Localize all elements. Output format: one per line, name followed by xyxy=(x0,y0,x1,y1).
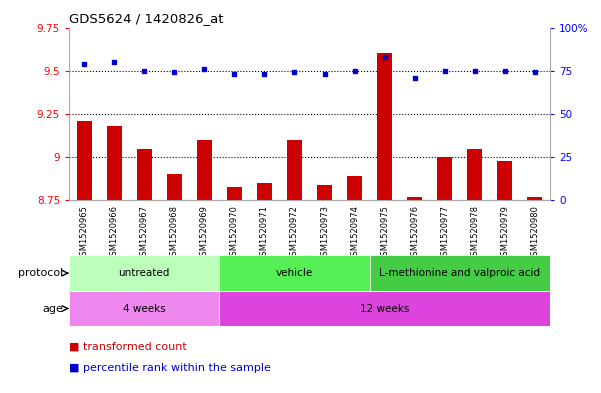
Text: protocol: protocol xyxy=(18,268,63,278)
Bar xyxy=(498,161,513,200)
Text: GSM1520975: GSM1520975 xyxy=(380,205,389,261)
Text: GSM1520968: GSM1520968 xyxy=(170,205,178,261)
Text: GSM1520974: GSM1520974 xyxy=(350,205,359,261)
Bar xyxy=(287,140,302,200)
FancyBboxPatch shape xyxy=(219,291,550,326)
Bar xyxy=(317,185,332,200)
Bar xyxy=(197,140,212,200)
Text: ■ percentile rank within the sample: ■ percentile rank within the sample xyxy=(69,364,271,373)
Bar xyxy=(77,121,92,200)
Text: GSM1520979: GSM1520979 xyxy=(501,205,509,261)
Text: vehicle: vehicle xyxy=(276,268,313,278)
Text: age: age xyxy=(42,303,63,314)
Text: GSM1520976: GSM1520976 xyxy=(410,205,419,261)
Text: GSM1520966: GSM1520966 xyxy=(110,205,118,261)
Bar xyxy=(167,174,182,200)
Text: GSM1520972: GSM1520972 xyxy=(290,205,299,261)
Text: 12 weeks: 12 weeks xyxy=(360,303,409,314)
FancyBboxPatch shape xyxy=(69,255,219,291)
Bar xyxy=(377,53,392,200)
Bar xyxy=(438,157,453,200)
Bar xyxy=(347,176,362,200)
Text: 4 weeks: 4 weeks xyxy=(123,303,166,314)
Text: untreated: untreated xyxy=(118,268,170,278)
Text: L-methionine and valproic acid: L-methionine and valproic acid xyxy=(379,268,540,278)
Text: GSM1520971: GSM1520971 xyxy=(260,205,269,261)
Text: GDS5624 / 1420826_at: GDS5624 / 1420826_at xyxy=(69,12,224,25)
FancyBboxPatch shape xyxy=(219,255,370,291)
Bar xyxy=(227,187,242,200)
Text: GSM1520969: GSM1520969 xyxy=(200,205,209,261)
Text: GSM1520977: GSM1520977 xyxy=(441,205,449,261)
Text: GSM1520980: GSM1520980 xyxy=(531,205,539,261)
Bar xyxy=(468,149,482,200)
Text: GSM1520978: GSM1520978 xyxy=(471,205,479,261)
Text: GSM1520965: GSM1520965 xyxy=(80,205,88,261)
Bar xyxy=(107,126,122,200)
Text: GSM1520973: GSM1520973 xyxy=(320,205,329,261)
Text: GSM1520970: GSM1520970 xyxy=(230,205,239,261)
Bar xyxy=(137,149,152,200)
FancyBboxPatch shape xyxy=(370,255,550,291)
FancyBboxPatch shape xyxy=(69,291,219,326)
Bar xyxy=(257,183,272,200)
Text: ■ transformed count: ■ transformed count xyxy=(69,342,187,352)
Bar xyxy=(407,197,422,200)
Text: GSM1520967: GSM1520967 xyxy=(140,205,148,261)
Bar xyxy=(528,197,543,200)
